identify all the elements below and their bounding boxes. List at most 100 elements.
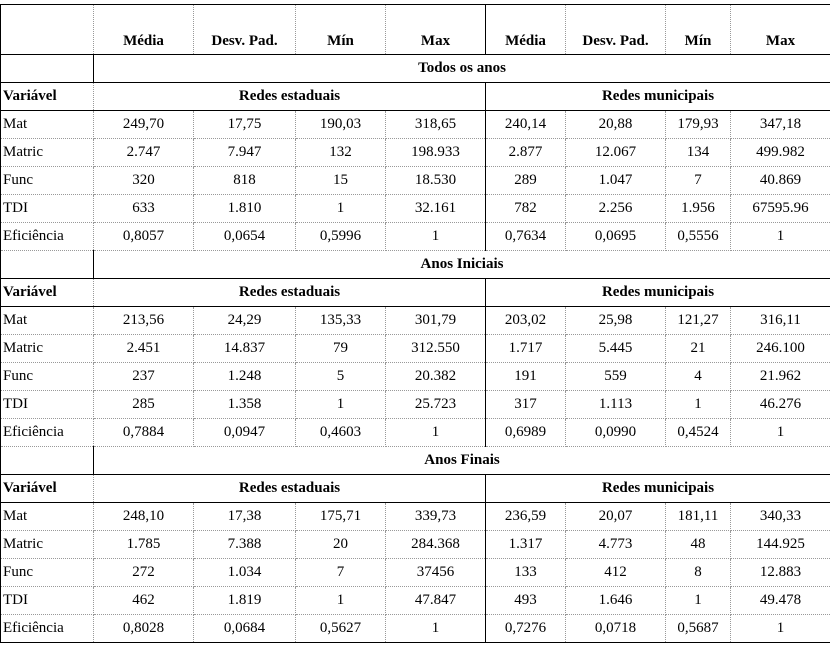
value-cell: 1 xyxy=(731,419,830,447)
value-cell: 0,0695 xyxy=(566,223,666,251)
value-cell: 0,5556 xyxy=(666,223,731,251)
value-cell: 340,33 xyxy=(731,503,830,531)
value-cell: 190,03 xyxy=(296,111,386,139)
value-cell: 1 xyxy=(666,391,731,419)
value-cell: 5 xyxy=(296,363,386,391)
value-cell: 144.925 xyxy=(731,531,830,559)
section-title-row: Todos os anos xyxy=(1,55,830,83)
row-label: TDI xyxy=(1,195,94,223)
value-cell: 67595.96 xyxy=(731,195,830,223)
value-cell: 339,73 xyxy=(386,503,486,531)
column-header: Desv. Pad. xyxy=(566,5,666,55)
variable-header: Variável xyxy=(1,475,94,503)
value-cell: 21 xyxy=(666,335,731,363)
value-cell: 317 xyxy=(486,391,566,419)
group-header: Redes municipais xyxy=(486,279,830,307)
value-cell: 1.358 xyxy=(194,391,296,419)
value-cell: 0,0684 xyxy=(194,615,296,643)
column-header: Média xyxy=(94,5,194,55)
value-cell: 1.956 xyxy=(666,195,731,223)
group-header: Redes estaduais xyxy=(94,475,486,503)
value-cell: 237 xyxy=(94,363,194,391)
value-cell: 0,7634 xyxy=(486,223,566,251)
value-cell: 0,0947 xyxy=(194,419,296,447)
value-cell: 0,6989 xyxy=(486,419,566,447)
value-cell: 0,8057 xyxy=(94,223,194,251)
value-cell: 17,38 xyxy=(194,503,296,531)
value-cell: 1.034 xyxy=(194,559,296,587)
row-label: Func xyxy=(1,363,94,391)
value-cell: 14.837 xyxy=(194,335,296,363)
value-cell: 412 xyxy=(566,559,666,587)
value-cell: 272 xyxy=(94,559,194,587)
value-cell: 48 xyxy=(666,531,731,559)
section-title-row: Anos Iniciais xyxy=(1,251,830,279)
value-cell: 24,29 xyxy=(194,307,296,335)
section-title: Todos os anos xyxy=(94,55,830,83)
value-cell: 316,11 xyxy=(731,307,830,335)
value-cell: 12.067 xyxy=(566,139,666,167)
value-cell: 1.113 xyxy=(566,391,666,419)
value-cell: 312.550 xyxy=(386,335,486,363)
value-cell: 133 xyxy=(486,559,566,587)
value-cell: 203,02 xyxy=(486,307,566,335)
value-cell: 49.478 xyxy=(731,587,830,615)
corner-cell xyxy=(1,5,94,55)
value-cell: 559 xyxy=(566,363,666,391)
empty-cell xyxy=(1,55,94,83)
value-cell: 25.723 xyxy=(386,391,486,419)
value-cell: 5.445 xyxy=(566,335,666,363)
value-cell: 0,4524 xyxy=(666,419,731,447)
value-cell: 347,18 xyxy=(731,111,830,139)
value-cell: 0,5627 xyxy=(296,615,386,643)
value-cell: 15 xyxy=(296,167,386,195)
value-cell: 2.747 xyxy=(94,139,194,167)
row-label: Eficiência xyxy=(1,419,94,447)
value-cell: 121,27 xyxy=(666,307,731,335)
value-cell: 18.530 xyxy=(386,167,486,195)
value-cell: 633 xyxy=(94,195,194,223)
empty-cell xyxy=(1,251,94,279)
value-cell: 285 xyxy=(94,391,194,419)
empty-cell xyxy=(1,447,94,475)
column-header: Mín xyxy=(296,5,386,55)
group-header: Redes estaduais xyxy=(94,279,486,307)
value-cell: 20.382 xyxy=(386,363,486,391)
group-header: Redes estaduais xyxy=(94,83,486,111)
value-cell: 79 xyxy=(296,335,386,363)
value-cell: 213,56 xyxy=(94,307,194,335)
row-label: Mat xyxy=(1,503,94,531)
row-label: Matric xyxy=(1,335,94,363)
value-cell: 47.847 xyxy=(386,587,486,615)
value-cell: 32.161 xyxy=(386,195,486,223)
value-cell: 289 xyxy=(486,167,566,195)
variable-header: Variável xyxy=(1,83,94,111)
row-label: Mat xyxy=(1,307,94,335)
value-cell: 499.982 xyxy=(731,139,830,167)
row-label: Func xyxy=(1,167,94,195)
column-header: Max xyxy=(731,5,830,55)
value-cell: 284.368 xyxy=(386,531,486,559)
value-cell: 1 xyxy=(386,615,486,643)
value-cell: 320 xyxy=(94,167,194,195)
variable-header: Variável xyxy=(1,279,94,307)
group-header: Redes municipais xyxy=(486,475,830,503)
value-cell: 1 xyxy=(666,587,731,615)
value-cell: 20 xyxy=(296,531,386,559)
value-cell: 191 xyxy=(486,363,566,391)
column-header: Max xyxy=(386,5,486,55)
value-cell: 132 xyxy=(296,139,386,167)
value-cell: 8 xyxy=(666,559,731,587)
value-cell: 0,0990 xyxy=(566,419,666,447)
section-title: Anos Iniciais xyxy=(94,251,830,279)
row-label: Matric xyxy=(1,139,94,167)
